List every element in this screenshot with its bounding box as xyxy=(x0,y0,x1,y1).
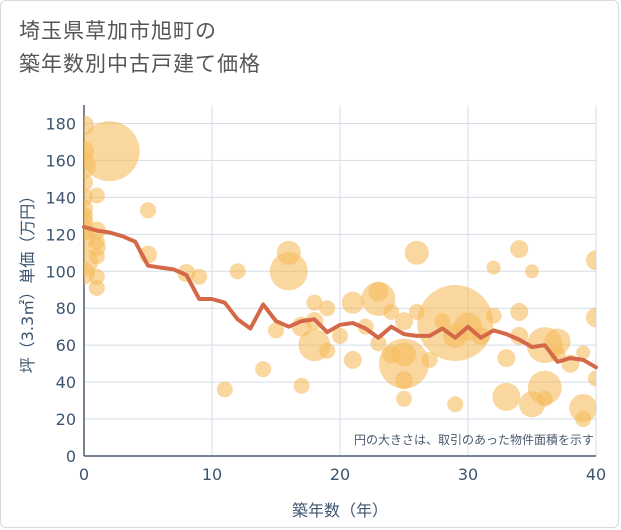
bubble-point xyxy=(88,187,105,204)
bubble-point xyxy=(536,390,553,407)
bubble-point xyxy=(421,351,438,368)
bubble-point xyxy=(525,264,539,279)
bubble-point xyxy=(396,390,412,407)
bubble-point xyxy=(586,250,596,271)
bubble-point xyxy=(492,382,521,411)
bubble-point xyxy=(392,342,416,367)
bubble-point xyxy=(229,263,246,280)
bubble-point xyxy=(88,248,105,265)
bubble-point xyxy=(588,370,596,387)
bubble-point xyxy=(447,396,464,413)
y-tick-label: 40 xyxy=(56,373,76,392)
bubble-point xyxy=(395,371,413,390)
x-tick-label: 30 xyxy=(458,465,478,484)
bubble-point xyxy=(268,322,284,339)
x-tick-label: 20 xyxy=(330,465,350,484)
y-tick-label: 80 xyxy=(56,299,76,318)
y-tick-label: 20 xyxy=(56,410,76,429)
bubble-point xyxy=(408,303,425,320)
bubble-point xyxy=(84,141,94,162)
bubble-point xyxy=(370,335,387,352)
y-tick-label: 120 xyxy=(45,225,76,244)
bubble-point xyxy=(486,260,501,275)
bubble-point xyxy=(255,361,272,378)
bubble-point xyxy=(276,240,301,265)
y-tick-label: 100 xyxy=(45,262,76,281)
x-tick-label: 10 xyxy=(202,465,222,484)
bubble-point xyxy=(216,381,233,398)
bubble-point xyxy=(84,173,93,192)
chart-title: 埼玉県草加市旭町の 築年数別中古戸建て価格 xyxy=(19,15,261,81)
y-tick-label: 0 xyxy=(66,447,76,466)
bubble-point xyxy=(332,327,348,344)
bubble-point xyxy=(88,268,105,285)
bubble-point xyxy=(485,307,502,324)
x-tick-label: 0 xyxy=(79,465,89,484)
bubble-point xyxy=(404,240,429,265)
bubble-point xyxy=(576,345,591,360)
bubble-point xyxy=(84,121,140,182)
bubble-point xyxy=(368,281,389,302)
bubble-point xyxy=(140,202,156,219)
bubble-point xyxy=(434,313,451,330)
bubble-point xyxy=(88,233,105,250)
bubble-point xyxy=(575,411,592,428)
size-annotation: 円の大きさは、取引のあった物件面積を示す xyxy=(354,432,594,447)
bubble-point xyxy=(510,302,529,321)
bubble-point xyxy=(319,342,336,359)
chart-title-line-1: 埼玉県草加市旭町の xyxy=(19,19,217,43)
bubble-point xyxy=(383,303,400,320)
bubble-point xyxy=(341,291,364,314)
bubble-point xyxy=(319,300,336,317)
bubble-point xyxy=(269,252,308,291)
average-price-line xyxy=(82,224,598,370)
bubble-point xyxy=(586,307,596,328)
bubble-point xyxy=(395,312,413,331)
bubble-point xyxy=(343,350,362,369)
bubble-point xyxy=(306,294,323,311)
bubble-point xyxy=(510,240,529,259)
bubble-point xyxy=(382,345,401,364)
x-axis-label: 築年数（年） xyxy=(292,501,388,520)
bubble-point xyxy=(191,268,208,285)
y-tick-label: 140 xyxy=(45,188,76,207)
y-axis-label: 坪（3.3㎡）単価（万円） xyxy=(18,188,37,373)
bubble-point xyxy=(88,279,105,296)
bubble-point xyxy=(544,328,571,355)
bubble-point xyxy=(293,377,310,394)
y-tick-label: 180 xyxy=(45,114,76,133)
y-tick-label: 60 xyxy=(56,336,76,355)
bubble-point xyxy=(497,349,516,368)
x-tick-label: 40 xyxy=(586,465,606,484)
bubble-group xyxy=(84,115,596,428)
y-tick-label: 160 xyxy=(45,151,76,170)
bubble-point xyxy=(84,115,94,136)
chart-title-line-2: 築年数別中古戸建て価格 xyxy=(19,52,261,76)
